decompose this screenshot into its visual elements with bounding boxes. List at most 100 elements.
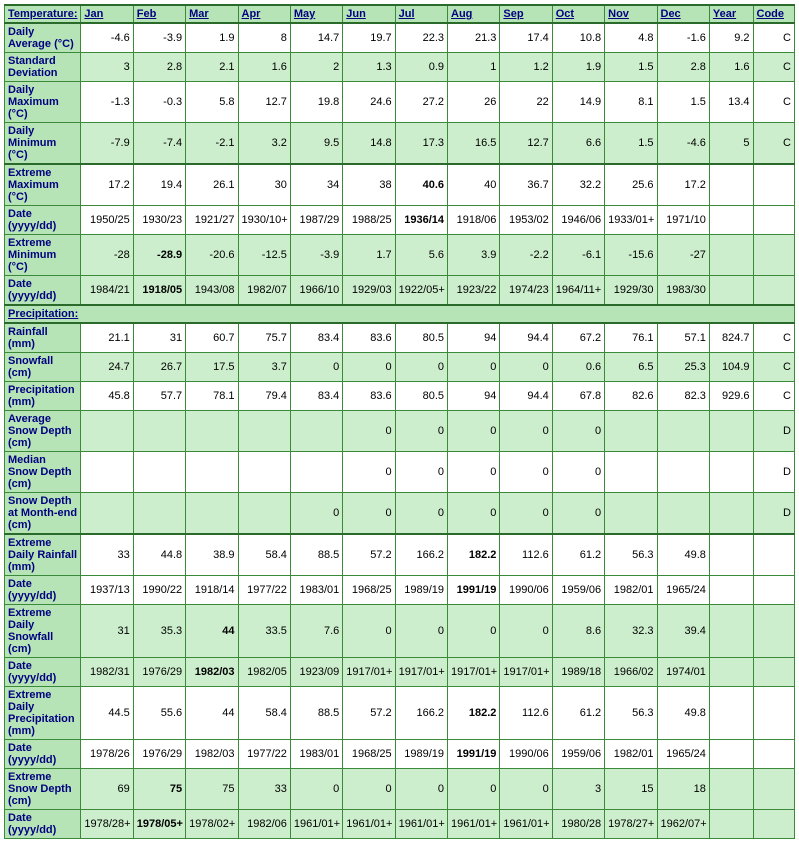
data-cell [709, 576, 753, 605]
data-cell: 88.5 [290, 687, 342, 740]
col-header[interactable]: Jul [395, 5, 447, 23]
row-label: Median Snow Depth (cm) [5, 452, 81, 493]
data-cell: 0 [395, 605, 447, 658]
row-label: Date (yyyy/dd) [5, 206, 81, 235]
col-header[interactable]: Sep [500, 5, 552, 23]
data-cell: 0 [395, 493, 447, 535]
col-header[interactable]: Apr [238, 5, 290, 23]
data-cell: 1989/19 [395, 576, 447, 605]
data-cell: 3 [81, 53, 133, 82]
data-cell: 1946/06 [552, 206, 604, 235]
data-cell [753, 534, 794, 576]
data-cell: C [753, 53, 794, 82]
col-header[interactable]: Nov [605, 5, 657, 23]
data-cell [709, 810, 753, 839]
data-cell: 3 [552, 769, 604, 810]
col-header[interactable]: Jun [343, 5, 395, 23]
data-cell: 49.8 [657, 534, 709, 576]
data-cell: 26 [448, 82, 500, 123]
data-cell: 15 [605, 769, 657, 810]
row-label: Daily Average (°C) [5, 23, 81, 53]
data-cell [709, 206, 753, 235]
data-cell: 1917/01+ [500, 658, 552, 687]
data-cell: 27.2 [395, 82, 447, 123]
section-link[interactable]: Temperature: [8, 8, 77, 20]
col-header[interactable]: Feb [133, 5, 185, 23]
data-cell [186, 493, 238, 535]
data-cell: C [753, 323, 794, 353]
section-header: Temperature: [5, 5, 81, 23]
data-cell: 94 [448, 323, 500, 353]
data-cell: 6.6 [552, 123, 604, 165]
data-cell: 75 [133, 769, 185, 810]
data-cell: 67.2 [552, 323, 604, 353]
data-cell [709, 740, 753, 769]
data-cell: 30 [238, 164, 290, 206]
data-cell: 2.1 [186, 53, 238, 82]
data-cell: 83.6 [343, 323, 395, 353]
data-cell: 1922/05+ [395, 276, 447, 306]
data-cell: 1943/08 [186, 276, 238, 306]
data-cell: 14.9 [552, 82, 604, 123]
data-cell: 1990/06 [500, 740, 552, 769]
data-cell: 25.6 [605, 164, 657, 206]
data-cell: 104.9 [709, 353, 753, 382]
data-cell: -6.1 [552, 235, 604, 276]
data-cell: 0 [448, 769, 500, 810]
col-header[interactable]: Mar [186, 5, 238, 23]
col-header[interactable]: Oct [552, 5, 604, 23]
data-cell: 58.4 [238, 534, 290, 576]
data-cell: 5.8 [186, 82, 238, 123]
data-cell: 2.8 [657, 53, 709, 82]
data-cell [133, 452, 185, 493]
data-cell: 38 [343, 164, 395, 206]
data-cell: 8 [238, 23, 290, 53]
data-cell: 0 [290, 493, 342, 535]
col-header[interactable]: Aug [448, 5, 500, 23]
data-cell: -2.2 [500, 235, 552, 276]
col-header[interactable]: Jan [81, 5, 133, 23]
data-cell: 13.4 [709, 82, 753, 123]
data-cell: 7.6 [290, 605, 342, 658]
data-cell: 166.2 [395, 534, 447, 576]
data-cell [605, 452, 657, 493]
data-cell: 5 [709, 123, 753, 165]
data-cell: 929.6 [709, 382, 753, 411]
data-cell: 1978/05+ [133, 810, 185, 839]
row-label: Date (yyyy/dd) [5, 576, 81, 605]
data-cell: 1983/01 [290, 740, 342, 769]
data-cell: 44 [186, 687, 238, 740]
data-cell: 8.1 [605, 82, 657, 123]
col-header[interactable]: Dec [657, 5, 709, 23]
data-cell: 75 [186, 769, 238, 810]
row-label: Daily Minimum (°C) [5, 123, 81, 165]
data-cell: 40.6 [395, 164, 447, 206]
data-cell: 1978/27+ [605, 810, 657, 839]
data-cell: 1.2 [500, 53, 552, 82]
data-cell: 17.2 [81, 164, 133, 206]
climate-table: Temperature: JanFebMarAprMayJunJulAugSepO… [4, 4, 795, 839]
data-cell [709, 493, 753, 535]
col-header[interactable]: May [290, 5, 342, 23]
data-cell: 166.2 [395, 687, 447, 740]
data-cell: -1.3 [81, 82, 133, 123]
data-cell: 1982/07 [238, 276, 290, 306]
data-cell: 17.2 [657, 164, 709, 206]
data-cell: 1974/23 [500, 276, 552, 306]
col-header[interactable]: Year [709, 5, 753, 23]
col-header[interactable]: Code [753, 5, 794, 23]
data-cell: 33 [81, 534, 133, 576]
data-cell: 0 [343, 605, 395, 658]
data-cell: 0 [395, 411, 447, 452]
data-cell: 0 [448, 452, 500, 493]
data-cell: -3.9 [133, 23, 185, 53]
data-cell: 1982/03 [186, 658, 238, 687]
data-cell: 94 [448, 382, 500, 411]
data-cell: 1917/01+ [448, 658, 500, 687]
data-cell: 1982/05 [238, 658, 290, 687]
data-cell: 49.8 [657, 687, 709, 740]
data-cell: -28 [81, 235, 133, 276]
data-cell: 1937/13 [81, 576, 133, 605]
section-link[interactable]: Precipitation: [8, 308, 78, 320]
data-cell [709, 235, 753, 276]
